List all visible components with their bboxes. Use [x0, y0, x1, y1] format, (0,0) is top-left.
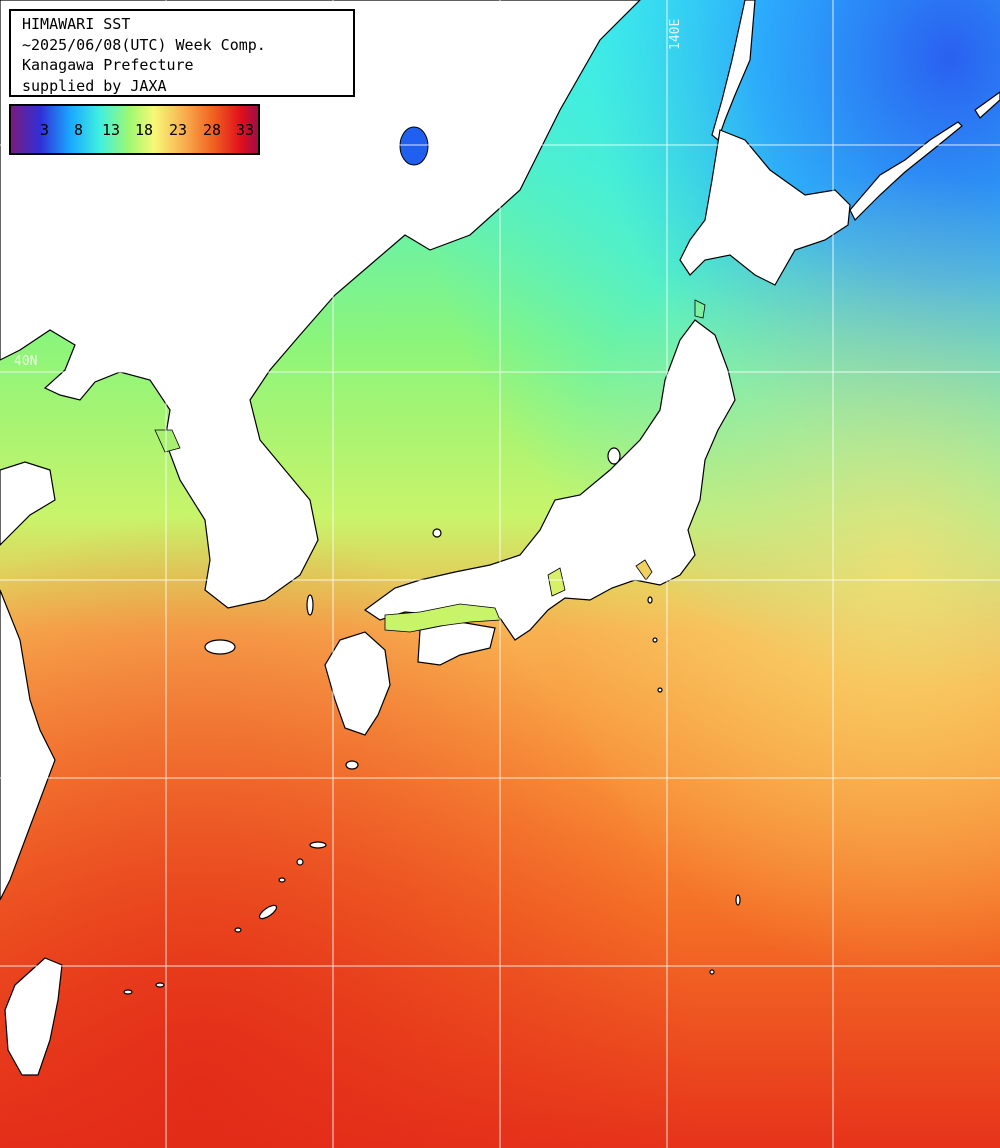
info-date: ~2025/06/08(UTC) Week Comp.	[22, 35, 266, 54]
land-jeju	[204, 639, 236, 655]
legend-label-3: 3	[40, 121, 50, 139]
land-kuril-north	[974, 91, 1000, 119]
temperature-legend: 3 8 13 18 23 28 33	[9, 104, 260, 155]
land-oki	[432, 528, 442, 538]
land-china-southeast	[0, 589, 56, 901]
land-izu-island-1	[647, 596, 653, 604]
info-region: Kanagawa Prefecture	[22, 56, 194, 74]
legend-label-23: 23	[169, 121, 188, 139]
ise-bay-area	[547, 567, 566, 597]
legend-label-28: 28	[203, 121, 222, 139]
land-pacific-island	[709, 969, 715, 975]
legend-color-bar	[11, 106, 258, 153]
mutsu-bay-area	[694, 299, 706, 319]
seto-inland-sea	[384, 603, 501, 633]
latitude-label-40n: 40N	[14, 354, 38, 369]
land-sado	[607, 447, 621, 465]
tokyo-bay-area	[635, 559, 653, 581]
longitude-label-140e: 140E	[668, 18, 683, 50]
land-hokkaido	[679, 129, 851, 286]
land-small-island-1	[296, 858, 304, 866]
land-small-island-4	[155, 982, 165, 988]
legend-labels: 3 8 13 18 23 28 33	[11, 106, 258, 153]
land-kyushu	[324, 631, 391, 736]
info-source: supplied by JAXA	[22, 76, 167, 95]
land-shikoku	[417, 621, 496, 666]
land-okinawa	[258, 904, 278, 920]
map-info-box: HIMAWARI SST ~2025/06/08(UTC) Week Comp.…	[9, 9, 355, 97]
legend-label-13: 13	[102, 121, 121, 139]
lake-khanka	[399, 126, 429, 166]
legend-label-33: 33	[236, 121, 255, 139]
legend-label-8: 8	[74, 121, 84, 139]
land-taiwan	[4, 957, 63, 1076]
land-small-island-3	[234, 927, 242, 933]
legend-label-18: 18	[135, 121, 154, 139]
land-china-coast	[0, 461, 56, 546]
land-tsushima	[306, 594, 314, 616]
land-small-island-5	[123, 989, 133, 995]
land-kuril-islands	[849, 121, 963, 222]
land-small-island-2	[278, 877, 286, 883]
info-title: HIMAWARI SST	[22, 15, 131, 33]
land-amami	[309, 841, 327, 849]
land-tanegashima	[345, 760, 359, 770]
land-izu-island-3	[657, 687, 663, 693]
land-bonin-island	[735, 894, 741, 906]
land-izu-island-2	[652, 637, 658, 643]
